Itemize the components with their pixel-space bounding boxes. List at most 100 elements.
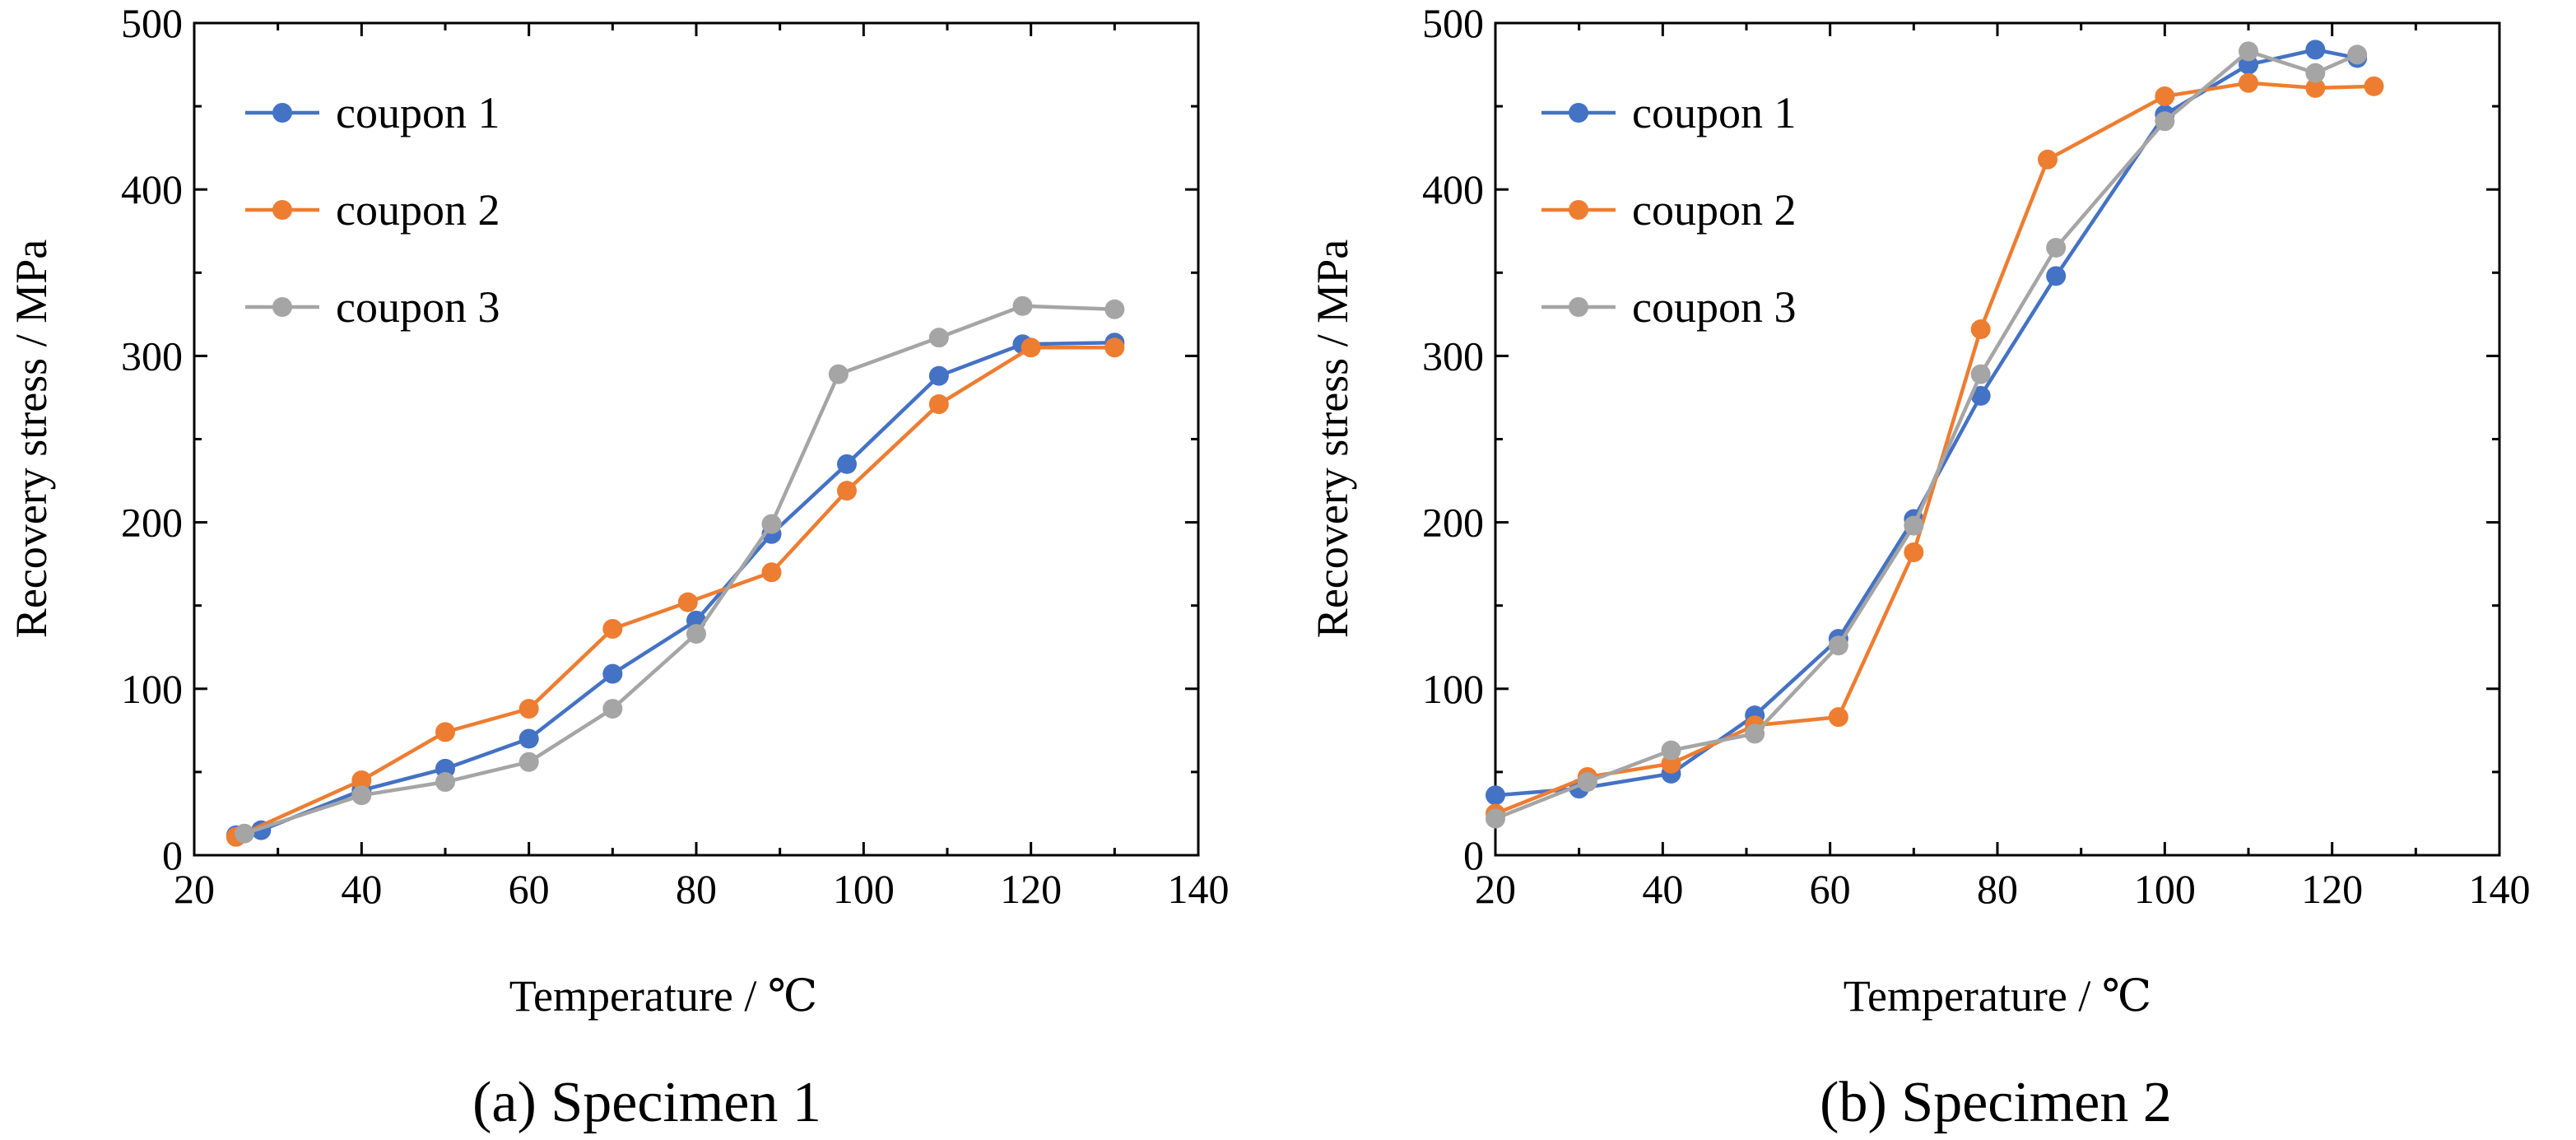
legend-label: coupon 1 <box>1632 88 1796 137</box>
data-point <box>435 772 455 793</box>
plot-frame <box>193 21 1200 857</box>
data-point <box>761 562 782 583</box>
legend-label: coupon 1 <box>336 88 500 137</box>
data-point <box>2305 40 2326 60</box>
data-point <box>1970 385 1991 406</box>
data-point <box>2364 76 2384 96</box>
x-axis-label: Temperature / ℃ <box>1844 971 2151 1021</box>
series-coupon-3 <box>235 295 1125 844</box>
series-coupon-3 <box>1486 41 2368 829</box>
data-point <box>602 663 623 684</box>
data-point <box>602 619 623 640</box>
x-tick-label: 140 <box>1168 866 1230 912</box>
data-point <box>1104 299 1125 319</box>
data-point <box>761 514 782 534</box>
data-point <box>518 728 539 749</box>
data-point <box>1012 295 1033 316</box>
y-tick-label: 200 <box>1422 500 1484 546</box>
legend-marker <box>272 103 292 123</box>
series-coupon-1 <box>1486 40 2368 806</box>
plot-frame <box>1494 21 2501 857</box>
series-line <box>1495 81 2374 816</box>
series-line <box>1495 49 2359 821</box>
data-point <box>602 699 623 719</box>
legend-item-coupon-3: coupon 3 <box>1541 282 1796 332</box>
data-point <box>2046 266 2067 286</box>
data-point <box>1828 707 1848 728</box>
data-point <box>2155 111 2175 132</box>
y-tick-label: 300 <box>121 333 183 379</box>
x-tick-label: 120 <box>2301 866 2363 912</box>
x-tick-label: 100 <box>2134 866 2196 912</box>
data-point <box>828 364 849 384</box>
data-point <box>837 454 857 474</box>
legend: coupon 1 coupon 2 coupon 3 <box>1541 88 1796 332</box>
data-point <box>677 592 698 612</box>
data-point <box>1577 772 1597 793</box>
x-tick-label: 20 <box>174 866 215 912</box>
data-point <box>2239 41 2258 62</box>
legend-marker <box>1569 103 1588 123</box>
series-coupon-2 <box>1486 72 2384 824</box>
x-tick-label: 40 <box>1642 866 1683 912</box>
x-axis-label: Temperature / ℃ <box>509 971 817 1021</box>
legend-label: coupon 3 <box>1632 282 1796 332</box>
x-tick-label: 20 <box>1475 866 1516 912</box>
data-point <box>2239 72 2258 93</box>
series-coupon-2 <box>226 337 1125 847</box>
y-tick-label: 400 <box>1422 166 1484 212</box>
data-point <box>518 751 539 772</box>
data-point <box>351 785 372 806</box>
y-tick-label: 400 <box>121 166 183 212</box>
data-point <box>2038 149 2058 170</box>
data-point <box>928 328 949 348</box>
data-point <box>1828 635 1848 656</box>
panel-caption: (b) Specimen 2 <box>1820 1071 2172 1134</box>
chart-panel-a: 20 40 60 80 100 120 140 0 100 200 300 400 500 Tempera… <box>7 0 1230 1134</box>
legend-item-coupon-2: coupon 2 <box>1541 185 1796 235</box>
data-point <box>686 624 706 644</box>
y-tick-label: 300 <box>1422 333 1484 379</box>
y-axis-label: Recovery stress / MPa <box>1308 240 1357 638</box>
data-point <box>435 722 455 742</box>
legend-marker <box>272 200 292 220</box>
x-tick-label: 80 <box>676 866 717 912</box>
legend-label: coupon 2 <box>336 185 500 235</box>
data-point <box>235 823 254 844</box>
data-point <box>1486 808 1505 829</box>
x-tick-label: 60 <box>1810 866 1851 912</box>
data-point <box>2046 237 2067 258</box>
legend-item-coupon-3: coupon 3 <box>245 282 500 332</box>
legend-marker <box>1569 297 1588 317</box>
data-point <box>1904 515 1924 536</box>
data-point <box>351 770 372 791</box>
legend-item-coupon-2: coupon 2 <box>245 185 500 235</box>
data-point <box>2347 44 2368 65</box>
x-tick-label: 60 <box>509 866 550 912</box>
series-coupon-1 <box>226 333 1125 845</box>
legend-marker <box>1569 200 1588 220</box>
legend-label: coupon 2 <box>1632 185 1796 235</box>
y-tick-label: 100 <box>1422 666 1484 712</box>
data-point <box>1021 337 1041 358</box>
x-tick-label: 40 <box>341 866 382 912</box>
panel-caption: (a) Specimen 1 <box>472 1071 821 1134</box>
x-tick-label: 100 <box>833 866 895 912</box>
y-tick-label: 500 <box>1422 0 1484 46</box>
data-point <box>1970 364 1991 384</box>
y-tick-label: 0 <box>1463 832 1484 878</box>
chart-svg-a: 20 40 60 80 100 120 140 0 100 200 300 400 500 Tempera… <box>7 0 1230 1134</box>
y-tick-label: 500 <box>121 0 183 46</box>
y-tick-label: 100 <box>121 666 183 712</box>
series-line <box>235 340 1115 837</box>
legend-item-coupon-1: coupon 1 <box>245 88 500 137</box>
legend-item-coupon-1: coupon 1 <box>1541 88 1796 137</box>
data-point <box>1104 337 1125 358</box>
data-point <box>2305 63 2326 83</box>
legend-marker <box>272 297 292 317</box>
legend: coupon 1 coupon 2 coupon 3 <box>245 88 500 332</box>
y-tick-label: 200 <box>121 500 183 546</box>
x-tick-label: 140 <box>2469 866 2531 912</box>
data-point <box>837 481 857 501</box>
x-tick-label: 120 <box>1000 866 1062 912</box>
